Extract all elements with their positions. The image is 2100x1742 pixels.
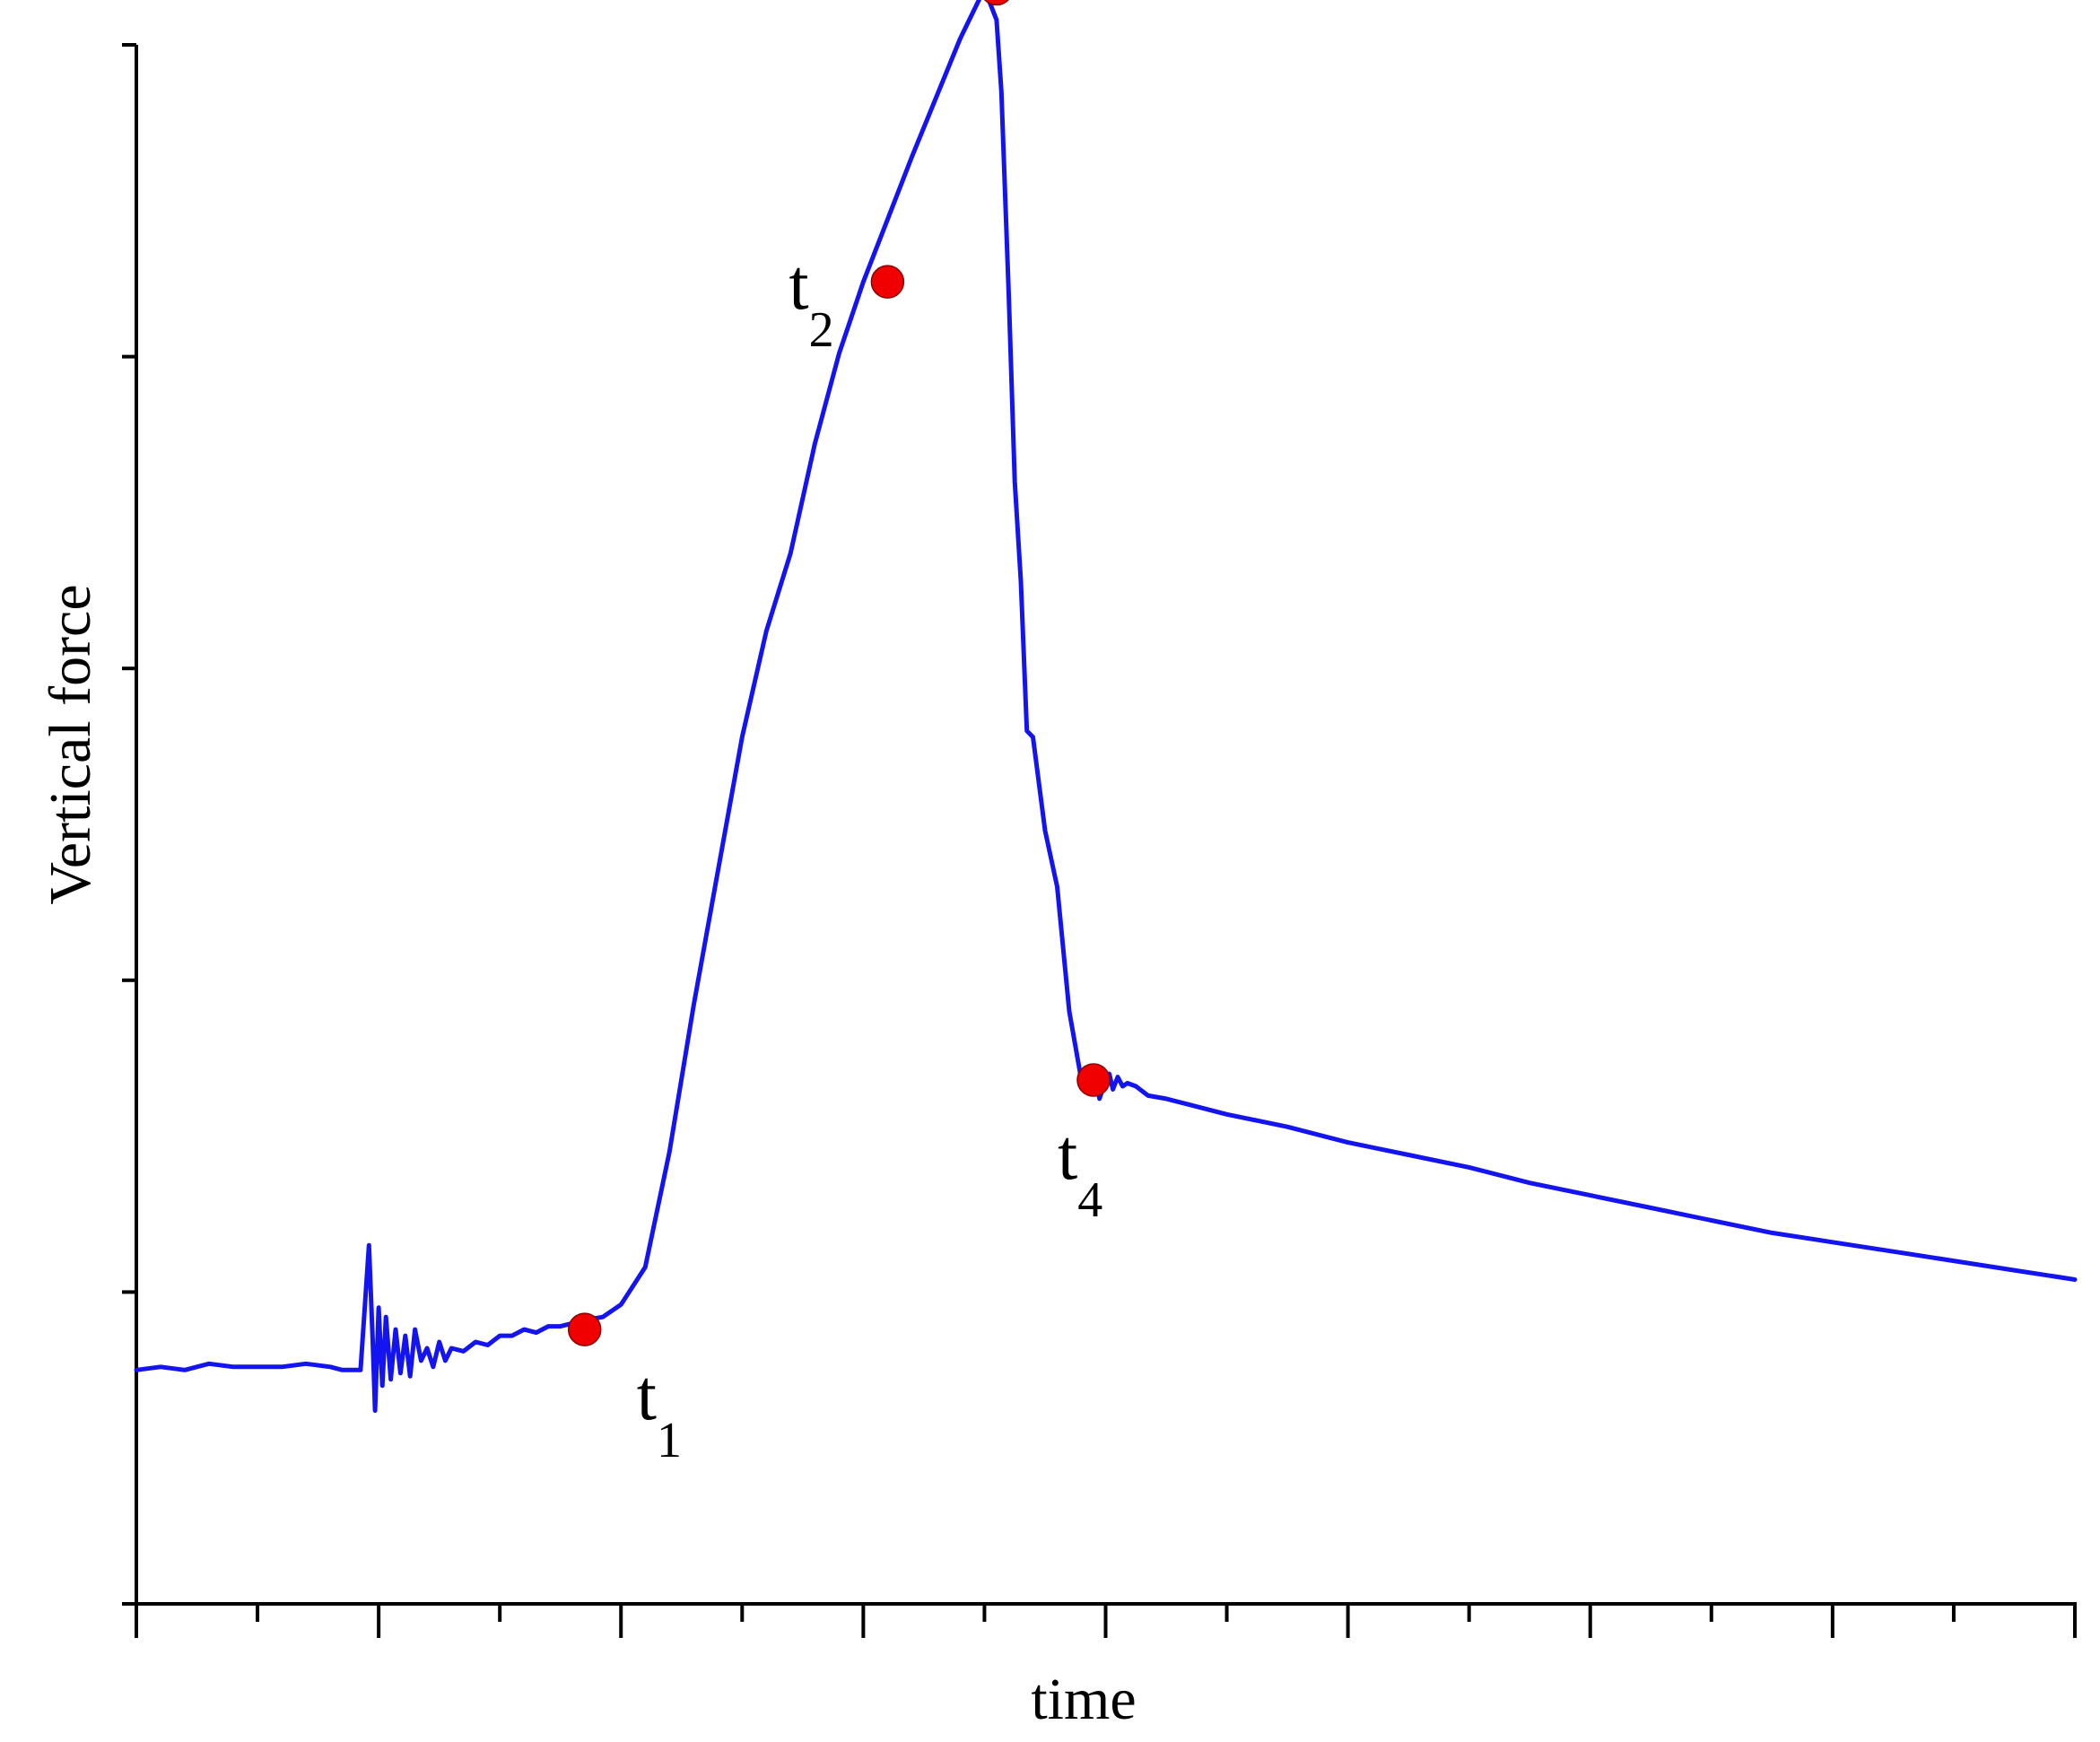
label-t2-base: t <box>789 246 808 325</box>
label-t1-subscript: 1 <box>657 1413 682 1468</box>
y-ticks <box>122 43 136 1606</box>
x-axis-title: time <box>1031 1667 1136 1732</box>
label-t3-subscript: 3 <box>1027 0 1052 2</box>
label-t4-base: t <box>1058 1116 1077 1195</box>
marker-t3 <box>984 0 1009 6</box>
label-t3: t3 <box>1007 0 1052 2</box>
label-t2-subscript: 2 <box>809 302 834 358</box>
series-line-1 <box>134 0 2078 1413</box>
x-ticks <box>135 1604 2077 1638</box>
axes <box>122 43 2077 1638</box>
label-t1: t1 <box>637 1356 682 1468</box>
marker-t1 <box>567 1312 602 1346</box>
marker-t2 <box>870 265 905 299</box>
series-layer <box>134 0 2078 1413</box>
marker-t4 <box>1076 1063 1111 1097</box>
label-t4: t4 <box>1058 1116 1102 1228</box>
event-labels: t1t2t3t4 <box>637 0 1102 1468</box>
event-markers <box>567 0 1111 1346</box>
y-axis-title: Vertical force <box>38 584 103 904</box>
label-t4-subscript: 4 <box>1077 1172 1102 1228</box>
label-t2: t2 <box>789 246 833 358</box>
label-t1-base: t <box>637 1356 657 1435</box>
